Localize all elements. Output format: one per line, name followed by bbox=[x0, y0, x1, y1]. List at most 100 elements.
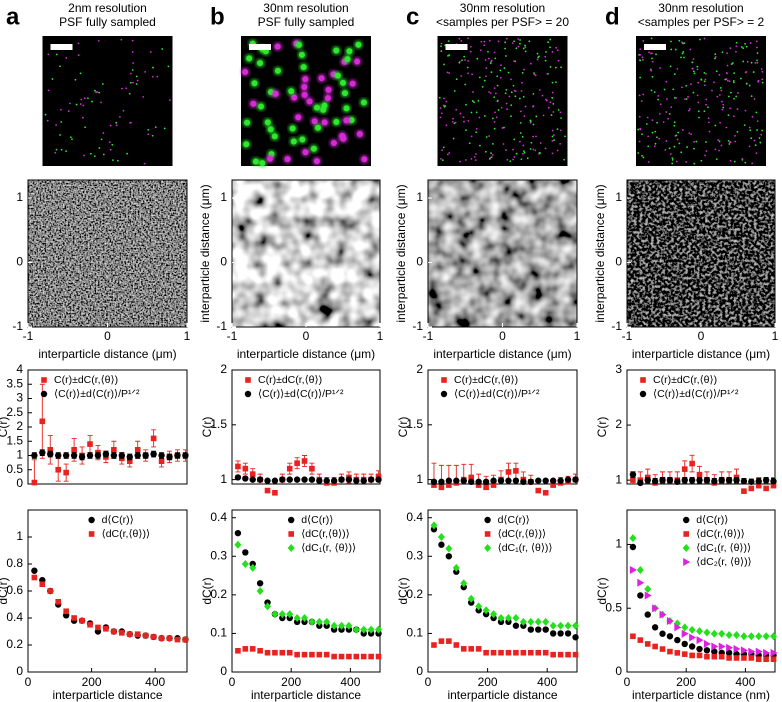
point bbox=[490, 649, 497, 656]
scale-bar bbox=[445, 44, 468, 50]
point bbox=[666, 633, 674, 640]
point bbox=[703, 628, 711, 637]
emitter bbox=[491, 117, 494, 120]
emitter bbox=[538, 153, 540, 155]
emitter bbox=[521, 152, 524, 155]
emitter bbox=[756, 129, 759, 131]
emitter bbox=[442, 146, 445, 149]
point bbox=[460, 646, 467, 652]
emitter bbox=[497, 109, 500, 111]
point bbox=[755, 656, 762, 663]
point bbox=[126, 458, 133, 464]
emitter bbox=[479, 144, 481, 147]
legend-label: d⟨C(r)⟩ bbox=[696, 514, 728, 526]
point bbox=[740, 646, 748, 655]
emitter bbox=[471, 73, 473, 76]
point bbox=[513, 649, 519, 656]
point bbox=[763, 485, 769, 492]
emitter bbox=[75, 103, 78, 106]
point bbox=[770, 656, 777, 663]
emitter bbox=[647, 145, 650, 148]
y-tick-label: 0.6 bbox=[6, 583, 23, 597]
point bbox=[360, 477, 367, 484]
emitter bbox=[243, 141, 250, 148]
point bbox=[174, 636, 181, 643]
emitter bbox=[665, 111, 668, 113]
y-axis-label: interparticle distance (μm) bbox=[394, 184, 408, 322]
emitter bbox=[484, 59, 487, 61]
emitter bbox=[60, 148, 63, 151]
point bbox=[644, 591, 652, 600]
emitter bbox=[479, 49, 482, 52]
emitter bbox=[728, 80, 731, 83]
point bbox=[242, 465, 249, 472]
point bbox=[763, 648, 771, 657]
y-tick-label: 1 bbox=[416, 472, 423, 486]
emitter bbox=[289, 125, 296, 132]
point bbox=[542, 649, 549, 656]
emitter bbox=[59, 65, 61, 68]
point bbox=[31, 574, 38, 581]
emitter bbox=[726, 64, 729, 67]
point bbox=[718, 476, 725, 484]
emitter bbox=[474, 159, 477, 162]
emitter bbox=[510, 91, 513, 94]
emitter bbox=[675, 134, 678, 137]
point bbox=[279, 649, 286, 656]
point bbox=[55, 599, 62, 605]
emitter bbox=[507, 71, 510, 74]
emitter bbox=[650, 37, 653, 40]
emitter bbox=[676, 138, 679, 141]
legend-label: C(r)±dC(r,⟨θ⟩) bbox=[454, 374, 518, 386]
emitter bbox=[504, 92, 507, 95]
emitter bbox=[729, 107, 732, 110]
point bbox=[330, 621, 338, 630]
emitter bbox=[717, 139, 720, 141]
y-tick-label: 0.2 bbox=[406, 587, 423, 601]
emitter bbox=[115, 121, 118, 124]
emitter bbox=[707, 106, 709, 109]
emitter bbox=[344, 56, 351, 63]
emitter bbox=[683, 42, 686, 45]
emitter bbox=[504, 41, 507, 44]
emitter bbox=[267, 126, 274, 133]
point bbox=[630, 633, 636, 640]
emitter bbox=[641, 56, 644, 59]
y-tick-label: 2 bbox=[220, 362, 227, 376]
point bbox=[564, 630, 572, 637]
point bbox=[748, 478, 755, 485]
emitter bbox=[494, 57, 497, 60]
emitter bbox=[440, 45, 442, 48]
emitter bbox=[736, 108, 739, 110]
x-tick-label: 0 bbox=[303, 329, 310, 343]
emitter bbox=[257, 60, 264, 67]
point bbox=[689, 633, 697, 642]
emitter bbox=[529, 62, 532, 65]
x-tick-label: 1 bbox=[574, 329, 581, 343]
x-tick-label: -1 bbox=[23, 329, 34, 343]
emitter bbox=[318, 75, 325, 82]
emitter bbox=[681, 41, 683, 44]
x-axis-label: interparticle distance (μm) bbox=[433, 347, 571, 361]
emitter bbox=[143, 162, 146, 165]
point bbox=[95, 624, 101, 631]
emitter bbox=[559, 142, 561, 145]
y-tick-label: 0.5 bbox=[605, 600, 622, 614]
legend-marker bbox=[287, 544, 295, 552]
legend-label: ⟨C(r)⟩±d⟨C(r)⟩/P¹ᐟ² bbox=[454, 388, 540, 400]
emitter bbox=[745, 82, 748, 85]
emitter bbox=[79, 72, 82, 75]
emitter bbox=[662, 121, 665, 123]
emitter bbox=[301, 91, 308, 98]
point bbox=[367, 476, 375, 483]
emitter bbox=[475, 153, 477, 155]
point bbox=[257, 647, 263, 654]
emitter bbox=[121, 87, 123, 90]
emitter bbox=[651, 119, 654, 122]
emitter bbox=[708, 121, 710, 124]
legend-marker bbox=[682, 544, 690, 552]
emitter bbox=[668, 112, 671, 115]
y-tick-label: 0 bbox=[416, 255, 423, 269]
point bbox=[733, 476, 740, 484]
emitter bbox=[641, 133, 643, 136]
